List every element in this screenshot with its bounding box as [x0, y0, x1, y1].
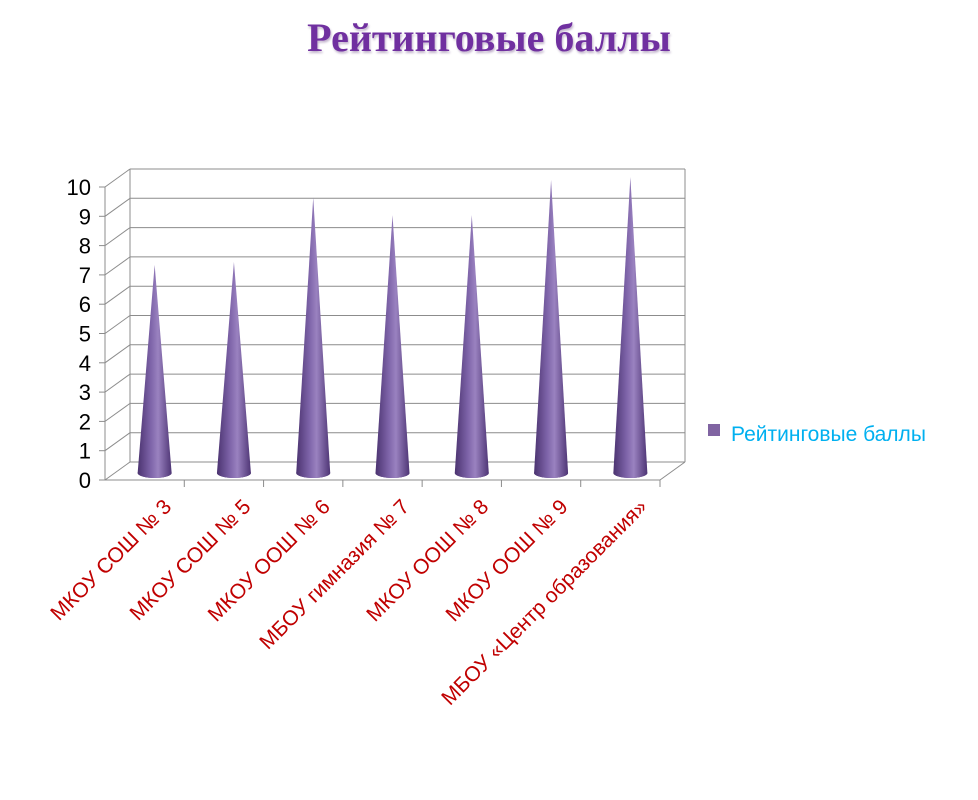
bar-cone — [216, 261, 251, 478]
bar-cone-body — [375, 215, 410, 478]
y-tick-label: 1 — [79, 439, 91, 464]
gridline-side — [104, 402, 131, 422]
y-axis-ticks: 0 1 2 3 4 5 6 7 8 9 10 — [67, 175, 91, 493]
gridlines — [99, 168, 685, 487]
gridline-side — [104, 344, 131, 364]
bar-cone — [137, 264, 172, 478]
y-tick-label: 9 — [79, 204, 91, 229]
bar-cone — [375, 215, 410, 478]
bar-cone-body — [454, 215, 489, 478]
bar-cone — [534, 179, 569, 478]
gridline-side — [104, 373, 131, 393]
gridline-side — [104, 315, 131, 334]
y-tick-label: 0 — [79, 468, 91, 493]
y-tick-label: 5 — [79, 322, 91, 347]
gridline-side — [104, 256, 131, 276]
y-tick-label: 4 — [79, 351, 91, 376]
y-tick-label: 8 — [79, 234, 91, 259]
gridline-side — [104, 285, 131, 305]
legend: Рейтинговые баллы — [708, 423, 926, 446]
bars — [137, 177, 648, 478]
gridline-side — [104, 461, 131, 481]
y-tick-label: 10 — [67, 175, 91, 200]
y-tick-label: 3 — [79, 380, 91, 405]
legend-swatch — [708, 424, 720, 436]
gridline-side — [104, 168, 131, 188]
y-tick-label: 2 — [79, 409, 91, 434]
gridline-side — [104, 197, 131, 217]
bar-cone — [454, 215, 489, 478]
y-tick-label: 7 — [79, 263, 91, 288]
bar-cone — [296, 197, 331, 478]
bar-cone-body — [216, 261, 251, 478]
bar-cone — [613, 177, 648, 478]
gridline-side — [104, 227, 131, 247]
floor-right-edge — [659, 461, 686, 481]
chart-title: Рейтинговые баллы — [307, 15, 671, 60]
bar-cone-body — [613, 177, 648, 478]
legend-label: Рейтинговые баллы — [731, 423, 926, 446]
x-tick-label: МБОУ гимназия № 7 — [255, 495, 414, 654]
bar-cone-body — [296, 197, 331, 478]
bar-cone-body — [534, 179, 569, 478]
bar-cone-body — [137, 264, 172, 478]
y-tick-label: 6 — [79, 292, 91, 317]
gridline-side — [104, 432, 131, 452]
